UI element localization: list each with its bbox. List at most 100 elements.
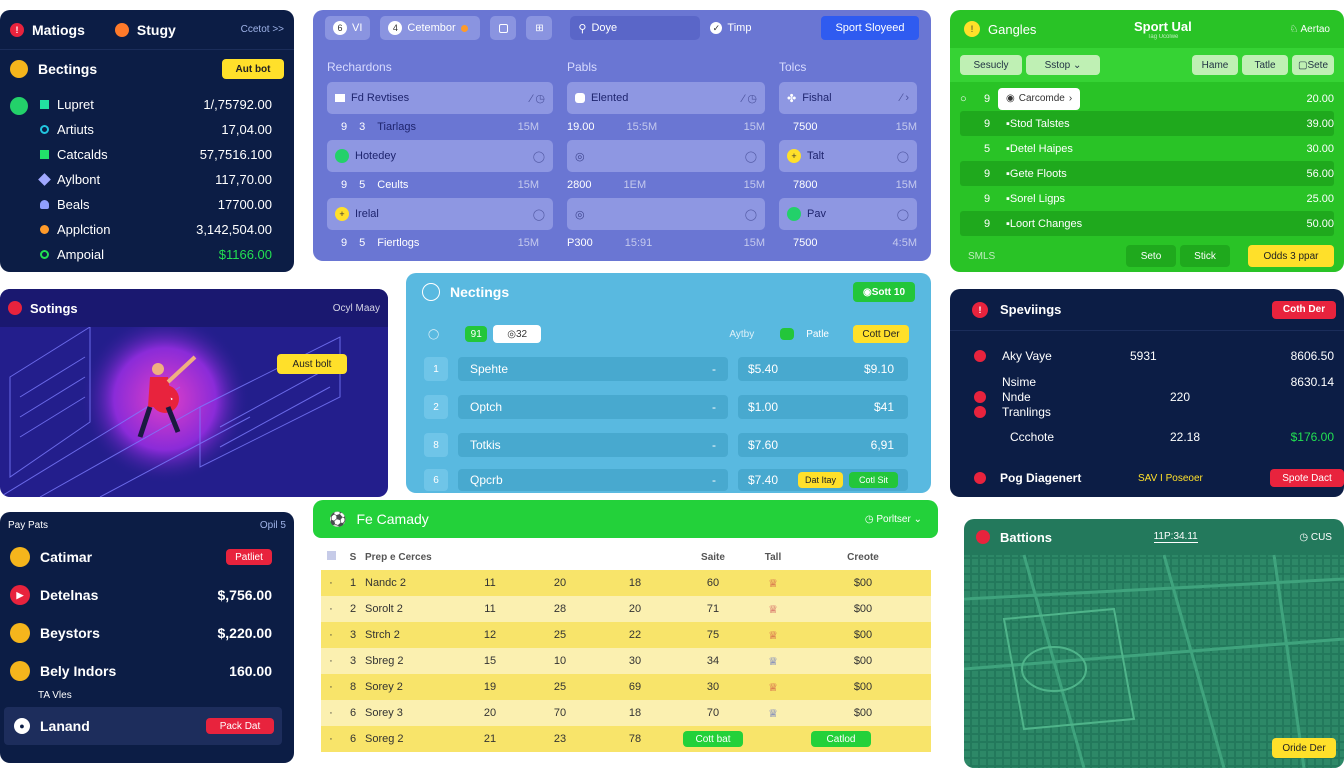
- list-item[interactable]: Ccchote 22.18 $176.00: [1010, 430, 1334, 444]
- table-row[interactable]: · 6 Soreg 2 21 23 78 Cott bat Catlod: [321, 726, 931, 752]
- search-input[interactable]: ⚲ Doye: [570, 16, 701, 40]
- cotl-sit-button[interactable]: Cotl Sit: [849, 472, 898, 488]
- list-item[interactable]: Artiuts 17,04.00: [0, 117, 294, 142]
- list-item[interactable]: Beals 17700.00: [0, 192, 294, 217]
- panel-title: Sotings: [30, 300, 78, 316]
- table-row[interactable]: · 8 Sorey 2 19 25 69 30 ♕ $00: [321, 674, 931, 700]
- list-item[interactable]: 9 ▪ Loort Changes 50.00: [960, 211, 1334, 236]
- aut-bot-button[interactable]: Aut bot: [222, 59, 284, 79]
- coth-der-button[interactable]: Coth Der: [1272, 300, 1336, 319]
- card[interactable]: ◎ ◯: [567, 140, 765, 172]
- check-icon: [787, 207, 801, 221]
- table-row[interactable]: 8 Totkis - $7.60 6,91: [424, 433, 908, 457]
- list-item[interactable]: 9 ▪ Stod Talstes 39.00: [960, 111, 1334, 136]
- tab-matiogs[interactable]: Matiogs: [32, 21, 85, 38]
- table-row[interactable]: · 3 Sbreg 2 15 10 30 34 ♕ $00: [321, 648, 931, 674]
- spote-dact-button[interactable]: Spote Dact: [1270, 469, 1344, 487]
- list-item[interactable]: Aylbont 117,70.00: [0, 167, 294, 192]
- foot-label: SMLS: [968, 250, 996, 262]
- list-item[interactable]: Bely Indors 160.00: [0, 652, 294, 690]
- list-item[interactable]: Nsime 8630.14: [1002, 374, 1334, 389]
- grid-button[interactable]: ⊞: [526, 16, 553, 40]
- list-item[interactable]: Tranlings: [974, 404, 1334, 420]
- card[interactable]: + Talt ◯: [779, 140, 917, 172]
- time-tab[interactable]: 11P:34.11: [1153, 531, 1198, 543]
- selected-chip[interactable]: ◉ Carcomde ›: [998, 87, 1081, 110]
- tab-32[interactable]: ◎ 32: [493, 325, 542, 343]
- header-link[interactable]: Ocyl Maay: [332, 302, 380, 314]
- cott-bat-button[interactable]: Cott bat: [683, 731, 743, 747]
- circle-icon: ◯: [428, 328, 440, 340]
- card[interactable]: Fd Revtises ⁄ ◷: [327, 82, 553, 114]
- table-row[interactable]: · 6 Sorey 3 20 70 18 70 ♕ $00: [321, 700, 931, 726]
- odds-button[interactable]: Odds 3 ppar: [1248, 245, 1334, 267]
- card[interactable]: ✤ Fishal ⁄ ›: [779, 82, 917, 114]
- list-item[interactable]: 9 ▪ Gete Floots 56.00: [960, 161, 1334, 186]
- table-row[interactable]: · 2 Sorolt 2 11 28 20 71 ♕ $00: [321, 596, 931, 622]
- list-item[interactable]: ○ 9 ◉ Carcomde › 20.00: [960, 86, 1334, 111]
- hame-button[interactable]: Hame: [1192, 55, 1238, 75]
- list-item[interactable]: 5 ▪ Detel Haipes 30.00: [984, 142, 1334, 155]
- stick-button[interactable]: Stick: [1180, 245, 1230, 267]
- aertao-link[interactable]: ♘ Aertao: [1289, 23, 1330, 35]
- list-item[interactable]: Catcalds 57,7516.100: [0, 142, 294, 167]
- check-icon: ✓: [710, 22, 723, 34]
- wallet-panel: ! Matiogs Stugy Ccetot >> Bectings Aut b…: [0, 10, 294, 272]
- tab-stugy[interactable]: Stugy: [136, 21, 176, 38]
- filter-sesucly[interactable]: Sesucly: [960, 55, 1022, 75]
- section-title: Bectings: [38, 61, 98, 77]
- tatle-button[interactable]: Tatle: [1242, 55, 1288, 75]
- table-row[interactable]: 6 Qpcrb - $7.40 Dat Itay Cotl Sit: [424, 469, 908, 491]
- filter-dropdown[interactable]: ◷ Porltser ⌄: [864, 513, 922, 525]
- oride-der-button[interactable]: Oride Der: [1272, 738, 1336, 758]
- list-item[interactable]: Ampoial $1166.00: [0, 242, 294, 267]
- number-pill[interactable]: 6 VI: [325, 16, 371, 40]
- selected-item[interactable]: ● Lanand Pack Dat: [4, 707, 282, 745]
- list-item[interactable]: Applction 3,142,504.00: [0, 217, 294, 242]
- cott-der-button[interactable]: Cott Der: [853, 325, 909, 343]
- card[interactable]: Elented ⁄ ◷: [567, 82, 765, 114]
- aust-bolt-button[interactable]: Aust bolt: [277, 354, 347, 374]
- patliet-button[interactable]: Patliet: [226, 549, 272, 565]
- tab-91[interactable]: 91: [465, 326, 488, 342]
- list-item[interactable]: Catimar Patliet: [0, 538, 294, 576]
- table-row[interactable]: 1 Spehte - $5.40 $9.10: [424, 357, 908, 381]
- list-item[interactable]: Aky Vaye 5931 8606.50: [974, 345, 1334, 367]
- patle-label: Patle: [806, 328, 829, 340]
- clock-icon: ◯: [744, 208, 757, 221]
- dat-itay-button[interactable]: Dat Itay: [798, 472, 844, 488]
- list-item[interactable]: Nnde 220: [974, 390, 1334, 404]
- sete-button[interactable]: ▢ Sete: [1292, 55, 1334, 75]
- timp-toggle[interactable]: ✓ Timp: [710, 22, 751, 34]
- sport-sloyeed-button[interactable]: Sport Sloyeed: [821, 16, 919, 40]
- checkbox[interactable]: [326, 551, 336, 560]
- table-row[interactable]: · 1 Nandc 2 11 20 18 60 ♕ $00: [321, 570, 931, 596]
- catlod-button[interactable]: Catlod: [811, 731, 871, 747]
- item-icon: [40, 150, 49, 159]
- column-rechardons: Rechardons Fd Revtises ⁄ ◷ 9 3 Tiarlags 15M …: [327, 60, 553, 256]
- list-item[interactable]: 9 ▪ Sorel Ligps 25.00: [984, 192, 1334, 205]
- stats-list: Aky Vaye 5931 8606.50 Nsime 8630.14 Nnde 220…: [974, 345, 1334, 448]
- header-link[interactable]: Opil 5: [259, 519, 286, 531]
- lock-button[interactable]: [490, 16, 517, 40]
- card[interactable]: ◎ ◯: [567, 198, 765, 230]
- status-text: SAV I Poseoer: [1138, 472, 1203, 484]
- item-icon: ▪: [1006, 217, 1010, 230]
- card[interactable]: + Irelal ◯: [327, 198, 553, 230]
- status-badge[interactable]: ◉ Sott 10: [853, 282, 915, 302]
- pack-dat-button[interactable]: Pack Dat: [206, 718, 274, 734]
- filter-sstop[interactable]: Sstop ⌄: [1026, 55, 1100, 75]
- table-row[interactable]: · 3 Strch 2 12 25 22 75 ♕ $00: [321, 622, 931, 648]
- seto-button[interactable]: Seto: [1126, 245, 1176, 267]
- bolt-icon: !: [964, 21, 980, 37]
- table-row[interactable]: 2 Optch - $1.00 $41: [424, 395, 908, 419]
- bell-icon: ♘: [1289, 23, 1301, 35]
- card[interactable]: Hotedey ◯: [327, 140, 553, 172]
- cus-link[interactable]: ◷ CUS: [1299, 531, 1332, 543]
- list-item[interactable]: Beystors $,220.00: [0, 614, 294, 652]
- calendar-tab[interactable]: 4 Cetembor: [380, 16, 481, 40]
- ccetot-link[interactable]: Ccetot >>: [240, 24, 284, 35]
- card[interactable]: Pav ◯: [779, 198, 917, 230]
- list-item[interactable]: ▶ Detelnas $,756.00: [0, 576, 294, 614]
- list-item[interactable]: Lupret 1/,75792.00: [0, 92, 294, 117]
